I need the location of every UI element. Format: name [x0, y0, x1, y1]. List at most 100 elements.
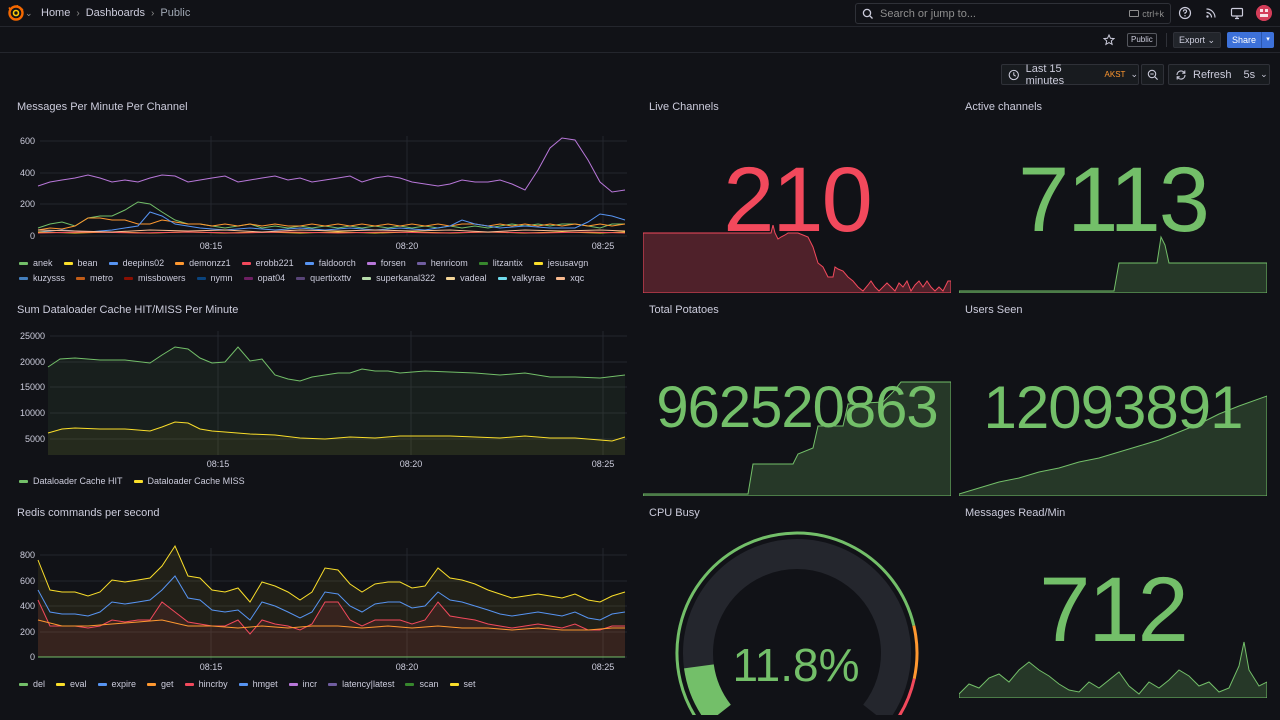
legend-item[interactable]: get	[147, 679, 174, 689]
monitor-icon[interactable]	[1230, 6, 1244, 20]
legend-item[interactable]: opat04	[243, 273, 286, 283]
legend-swatch	[497, 276, 507, 280]
legend-swatch	[19, 479, 28, 483]
dashboard-toolbar	[0, 27, 1280, 53]
star-icon[interactable]	[1103, 34, 1115, 46]
active-channels-value: 7113	[1018, 149, 1210, 251]
legend-item[interactable]: deepins02	[108, 258, 164, 268]
panel-live-channels: Live Channels	[649, 101, 949, 121]
legend-item[interactable]: vadeal	[446, 273, 487, 283]
legend-swatch	[304, 261, 314, 265]
legend-item[interactable]: quertixxttv	[296, 273, 351, 283]
legend-item[interactable]: missbowers	[124, 273, 186, 283]
legend-item[interactable]: del	[19, 679, 45, 689]
total-potatoes-value: 962520863	[656, 375, 938, 440]
y-tick: 600	[20, 576, 35, 586]
panel-title: Messages Read/Min	[965, 507, 1066, 519]
legend-item[interactable]: scan	[405, 679, 439, 689]
grafana-logo-icon[interactable]	[8, 5, 24, 21]
avatar[interactable]	[1256, 5, 1272, 21]
legend-swatch	[533, 261, 543, 265]
legend-item[interactable]: set	[449, 679, 476, 689]
legend-swatch	[446, 276, 456, 280]
refresh-picker[interactable]: Refresh 5s ⌄	[1168, 64, 1270, 85]
gauge-value-arc	[684, 663, 732, 715]
legend-item[interactable]: eval	[56, 679, 87, 689]
legend-item[interactable]: jesusavgn	[533, 258, 589, 268]
chevron-down-icon: ⌄	[1260, 69, 1268, 79]
legend-item[interactable]: hmget	[238, 679, 278, 689]
x-tick: 08:15	[207, 459, 230, 469]
panel-users-seen: Users Seen	[965, 304, 1265, 324]
legend-swatch	[184, 682, 194, 686]
legend-label: Dataloader Cache HIT	[33, 476, 123, 486]
y-tick: 25000	[20, 331, 45, 341]
legend-item[interactable]: xqc	[556, 273, 584, 283]
breadcrumb-dashboards[interactable]: Dashboards	[85, 7, 146, 19]
legend-item[interactable]: kuzysss	[19, 273, 65, 283]
legend-item[interactable]: incr	[288, 679, 318, 689]
breadcrumb-home[interactable]: Home	[41, 7, 71, 19]
legend-item[interactable]: anek	[19, 258, 53, 268]
legend-swatch	[478, 261, 488, 265]
zoom-out-button[interactable]	[1141, 64, 1164, 85]
timezone-label: AKST	[1104, 70, 1126, 79]
legend-item[interactable]: Dataloader Cache HIT	[19, 476, 123, 486]
share-button[interactable]: Share	[1227, 32, 1262, 48]
legend-label: opat04	[257, 273, 286, 283]
legend-item[interactable]: latency|latest	[328, 679, 394, 689]
legend-label: jesusavgn	[547, 258, 589, 268]
legend-swatch	[56, 682, 66, 686]
legend-item[interactable]: metro	[76, 273, 113, 283]
refresh-interval: 5s	[1243, 68, 1256, 81]
series-line-expire	[37, 575, 626, 621]
legend-item[interactable]: Dataloader Cache MISS	[133, 476, 245, 486]
time-range-picker[interactable]: Last 15 minutes AKST ⌄	[1001, 63, 1139, 87]
x-tick: 08:15	[200, 241, 223, 251]
x-tick: 08:20	[396, 241, 419, 251]
legend-item[interactable]: valkyrae	[497, 273, 545, 283]
legend-item[interactable]: superkanal322	[362, 273, 435, 283]
x-tick: 08:25	[592, 241, 615, 251]
legend-item[interactable]: litzantix	[478, 258, 523, 268]
search-input[interactable]: Search or jump to... ctrl+k	[855, 3, 1171, 24]
legend-item[interactable]: erobb221	[241, 258, 294, 268]
panel-title: Live Channels	[649, 101, 719, 113]
export-button[interactable]: Export ⌄	[1173, 32, 1222, 48]
legend-label: missbowers	[138, 273, 186, 283]
legend-swatch	[19, 682, 28, 686]
legend-item[interactable]: faldoorch	[304, 258, 356, 268]
y-tick: 200	[20, 627, 35, 637]
legend-swatch	[243, 276, 253, 280]
legend-swatch	[133, 479, 143, 483]
legend-swatch	[97, 682, 107, 686]
redis-timeseries-chart: 800 600 400 200 0 08:15 08:20 08:25	[20, 544, 627, 672]
chevron-down-icon[interactable]: ⌄	[25, 8, 33, 18]
legend-swatch	[175, 261, 185, 265]
legend-item[interactable]: nymn	[196, 273, 233, 283]
help-icon[interactable]	[1178, 6, 1192, 20]
legend-label: incr	[302, 679, 318, 689]
legend-label: erobb221	[255, 258, 294, 268]
y-tick: 5000	[25, 434, 45, 444]
series-line-anek	[37, 201, 625, 229]
legend-item[interactable]: forsen	[366, 258, 406, 268]
panel-title: Active channels	[965, 101, 1043, 113]
legend-item[interactable]: hincrby	[184, 679, 228, 689]
panel-title: Users Seen	[965, 304, 1023, 316]
users-seen-value: 12093891	[983, 374, 1244, 441]
panel-title: Messages Per Minute Per Channel	[17, 101, 188, 113]
legend-swatch	[556, 276, 566, 280]
rss-icon[interactable]	[1204, 6, 1218, 20]
legend-item[interactable]: expire	[97, 679, 136, 689]
legend-item[interactable]: bean	[63, 258, 98, 268]
share-dropdown-button[interactable]: ▾	[1261, 32, 1274, 48]
legend-swatch	[238, 682, 248, 686]
x-tick: 08:20	[396, 662, 419, 672]
messages-legend: anek bean deepins02 demonzz1 erobb221 fa…	[19, 258, 619, 283]
redis-legend: del eval expire get hincrby hmget incr l…	[19, 679, 619, 689]
legend-item[interactable]: henricom	[416, 258, 468, 268]
clock-icon	[1008, 69, 1019, 80]
panel-total-potatoes: Total Potatoes	[649, 304, 949, 324]
legend-item[interactable]: demonzz1	[175, 258, 231, 268]
